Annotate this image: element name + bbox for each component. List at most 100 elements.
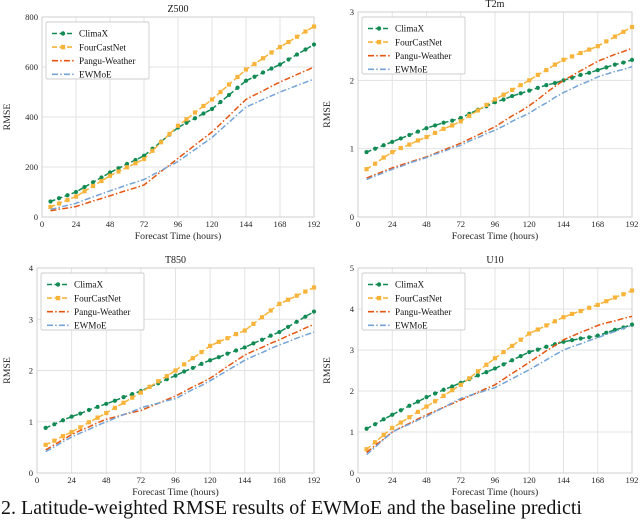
svg-text:144: 144 (557, 475, 571, 485)
svg-text:96: 96 (491, 475, 500, 485)
series-fourcastnet (43, 285, 317, 447)
series-ewmoe (366, 65, 633, 181)
chart-title: Z500 (167, 4, 188, 15)
series-ewmoe (366, 324, 633, 456)
svg-text:0: 0 (34, 212, 38, 222)
svg-text:96: 96 (491, 219, 500, 229)
svg-text:24: 24 (67, 475, 76, 485)
series-pangu-weather (366, 47, 633, 179)
series-pangu-weather (366, 315, 633, 454)
svg-text:FourCastNet: FourCastNet (395, 37, 442, 47)
svg-text:192: 192 (626, 475, 639, 485)
svg-text:96: 96 (171, 475, 180, 485)
svg-text:ClimaX: ClimaX (74, 280, 103, 290)
svg-text:2: 2 (29, 366, 33, 376)
svg-text:FourCastNet: FourCastNet (74, 293, 121, 303)
svg-text:192: 192 (626, 219, 639, 229)
svg-text:24: 24 (72, 219, 81, 229)
svg-text:72: 72 (140, 219, 149, 229)
svg-text:120: 120 (204, 475, 217, 485)
series-pangu-weather (45, 323, 315, 451)
chart-u10: 0 24 48 72 96 120 144 168 192 0 1 2 3 4 5 Forecast Time… (320, 255, 640, 513)
svg-text:168: 168 (273, 475, 286, 485)
chart-title: T2m (486, 0, 505, 10)
chart-svg-t850: 0 24 48 72 96 120 144 168 192 0 1 2 3 4 Forecast Time … (2, 255, 321, 498)
svg-text:EWMoE: EWMoE (79, 70, 112, 80)
tick-labels: 0 24 48 72 96 120 144 168 192 0 1 2 3 4 (29, 263, 321, 485)
svg-text:48: 48 (106, 219, 115, 229)
svg-text:Pangu-Weather: Pangu-Weather (79, 56, 135, 66)
svg-text:2: 2 (350, 386, 354, 396)
svg-text:72: 72 (456, 219, 465, 229)
chart-z500: 0 24 48 72 96 120 144 168 192 0 200 400 600 800 Foreca… (0, 0, 320, 256)
svg-text:24: 24 (388, 475, 397, 485)
plot-border (357, 267, 633, 474)
tick-labels: 0 24 48 72 96 120 144 168 192 0 1 2 3 4 5 (350, 263, 639, 485)
svg-text:144: 144 (238, 475, 252, 485)
svg-text:Pangu-Weather: Pangu-Weather (74, 307, 130, 317)
tick-labels: 0 24 48 72 96 120 144 168 192 0 1 2 3 (350, 7, 639, 229)
chart-t2m: 0 24 48 72 96 120 144 168 192 0 1 2 3 Forecast Time (… (320, 0, 640, 256)
svg-text:200: 200 (25, 162, 38, 172)
svg-text:FourCastNet: FourCastNet (79, 42, 126, 52)
series-ewmoe (50, 78, 315, 211)
svg-text:4: 4 (350, 304, 355, 314)
series-climax (364, 57, 635, 155)
svg-text:168: 168 (591, 475, 604, 485)
svg-text:ClimaX: ClimaX (395, 280, 424, 290)
svg-text:72: 72 (456, 475, 465, 485)
svg-text:600: 600 (25, 62, 38, 72)
chart-svg-u10: 0 24 48 72 96 120 144 168 192 0 1 2 3 4 5 Forecast Time… (322, 255, 639, 498)
svg-text:0: 0 (350, 468, 354, 478)
svg-text:120: 120 (523, 475, 536, 485)
series-fourcastnet (364, 288, 635, 452)
svg-text:ClimaX: ClimaX (79, 29, 108, 39)
svg-text:0: 0 (35, 475, 39, 485)
svg-text:96: 96 (174, 219, 183, 229)
svg-text:4: 4 (29, 263, 34, 273)
svg-text:72: 72 (137, 475, 146, 485)
svg-text:0: 0 (356, 475, 360, 485)
svg-text:24: 24 (388, 219, 397, 229)
y-axis-label: RMSE (2, 104, 13, 131)
chart-svg-t2m: 0 24 48 72 96 120 144 168 192 0 1 2 3 Forecast Time (… (322, 0, 639, 242)
svg-text:48: 48 (422, 219, 431, 229)
svg-text:EWMoE: EWMoE (74, 321, 107, 331)
svg-text:0: 0 (29, 468, 33, 478)
chart-t850: 0 24 48 72 96 120 144 168 192 0 1 2 3 4 Forecast Time … (0, 255, 321, 513)
figure-caption: 2. Latitude-weighted RMSE results of EWM… (1, 497, 582, 519)
svg-text:168: 168 (591, 219, 604, 229)
plot-border (36, 267, 315, 474)
series-fourcastnet (48, 24, 317, 210)
chart-title: U10 (486, 256, 503, 266)
svg-text:EWMoE: EWMoE (395, 65, 428, 75)
legend: ClimaX FourCastNet Pangu-Weather EWMoE (45, 21, 150, 80)
series-fourcastnet (364, 24, 635, 172)
x-axis-label: Forecast Time (hours) (132, 487, 219, 498)
svg-text:0: 0 (40, 219, 44, 229)
legend: ClimaX FourCastNet Pangu-Weather EWMoE (40, 272, 145, 331)
svg-text:1: 1 (29, 417, 33, 427)
svg-text:120: 120 (523, 219, 536, 229)
svg-text:2: 2 (350, 75, 354, 85)
svg-text:Pangu-Weather: Pangu-Weather (395, 51, 451, 61)
svg-text:144: 144 (240, 219, 254, 229)
svg-text:400: 400 (25, 112, 38, 122)
y-axis-label: RMSE (322, 357, 333, 384)
svg-text:1: 1 (350, 144, 354, 154)
svg-text:3: 3 (350, 7, 354, 17)
svg-text:192: 192 (308, 475, 320, 485)
x-axis-label: Forecast Time (hours) (452, 487, 539, 498)
svg-text:EWMoE: EWMoE (395, 321, 428, 331)
svg-text:ClimaX: ClimaX (395, 24, 424, 34)
svg-text:800: 800 (25, 12, 38, 22)
y-axis-label: RMSE (322, 101, 333, 128)
y-axis-label: RMSE (2, 357, 13, 384)
plot-border (357, 11, 633, 218)
svg-text:48: 48 (102, 475, 111, 485)
plot-border (41, 16, 315, 218)
chart-title: T850 (165, 256, 186, 266)
svg-text:0: 0 (350, 212, 354, 222)
